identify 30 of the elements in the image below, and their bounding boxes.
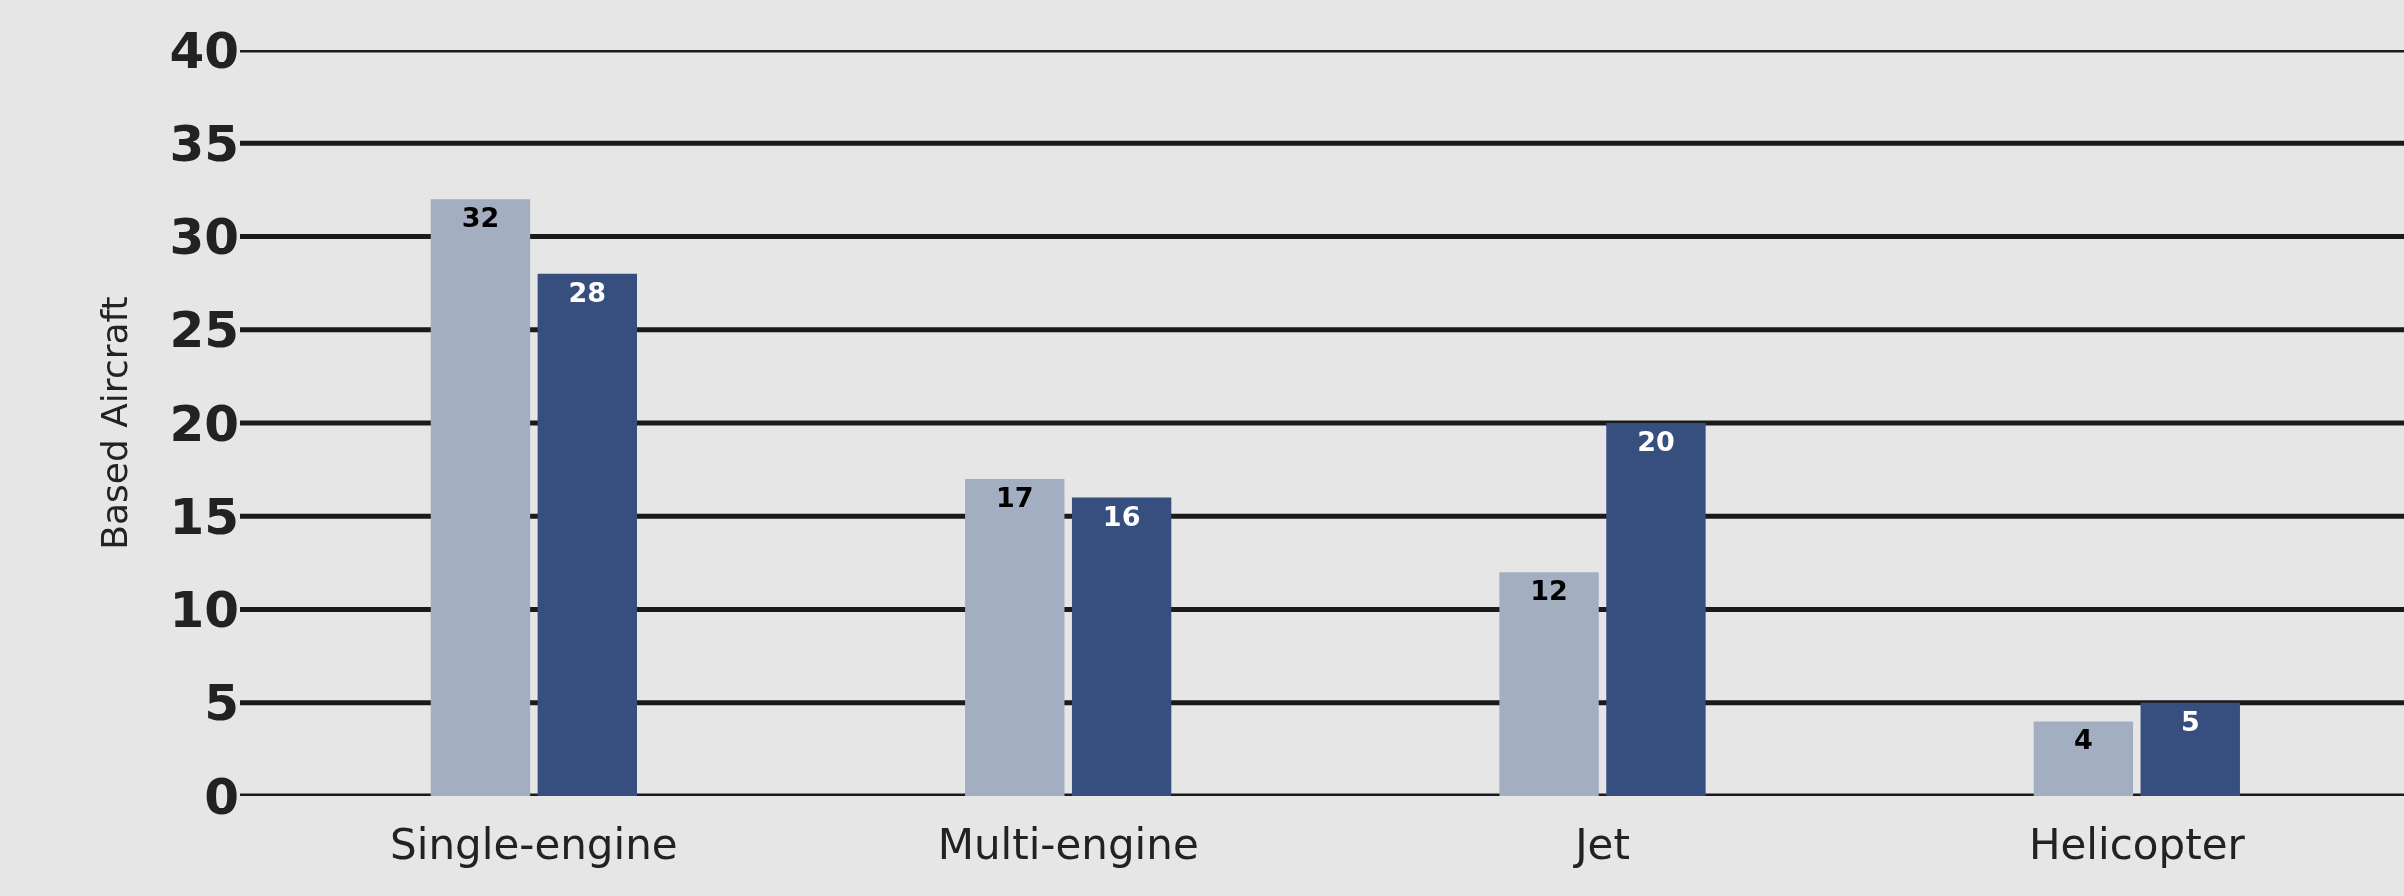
y-axis-title: Based Aircraft	[94, 296, 136, 550]
y-tick-label: 0	[204, 767, 239, 826]
data-label: 32	[461, 202, 500, 234]
data-label: 20	[1637, 426, 1675, 457]
y-tick-label: 15	[169, 487, 239, 546]
data-label: 4	[2074, 724, 2093, 756]
bar	[1499, 572, 1599, 796]
bar	[1071, 497, 1172, 796]
data-label: 28	[568, 276, 607, 308]
x-tick-label: Jet	[1572, 820, 1630, 869]
data-label: 16	[1102, 500, 1141, 532]
y-tick-label: 25	[169, 301, 239, 360]
bar	[2140, 702, 2240, 796]
bar	[1606, 423, 1706, 796]
y-tick-label: 20	[169, 394, 239, 453]
bar	[430, 199, 531, 796]
y-tick-label: 30	[169, 208, 239, 266]
y-tick-label: 5	[204, 674, 239, 733]
x-tick-label: Helicopter	[2028, 820, 2246, 869]
data-label: 17	[995, 481, 1034, 513]
bar	[2033, 721, 2134, 796]
x-tick-label: Single-engine	[390, 820, 678, 869]
y-tick-label: 35	[169, 114, 239, 173]
y-tick-label: 10	[169, 581, 239, 639]
bar	[537, 273, 637, 796]
bar	[965, 478, 1065, 796]
y-tick-label: 40	[169, 21, 239, 80]
data-label: 12	[1530, 575, 1568, 607]
data-label: 5	[2180, 705, 2200, 737]
x-tick-label: Multi-engine	[937, 820, 1199, 869]
